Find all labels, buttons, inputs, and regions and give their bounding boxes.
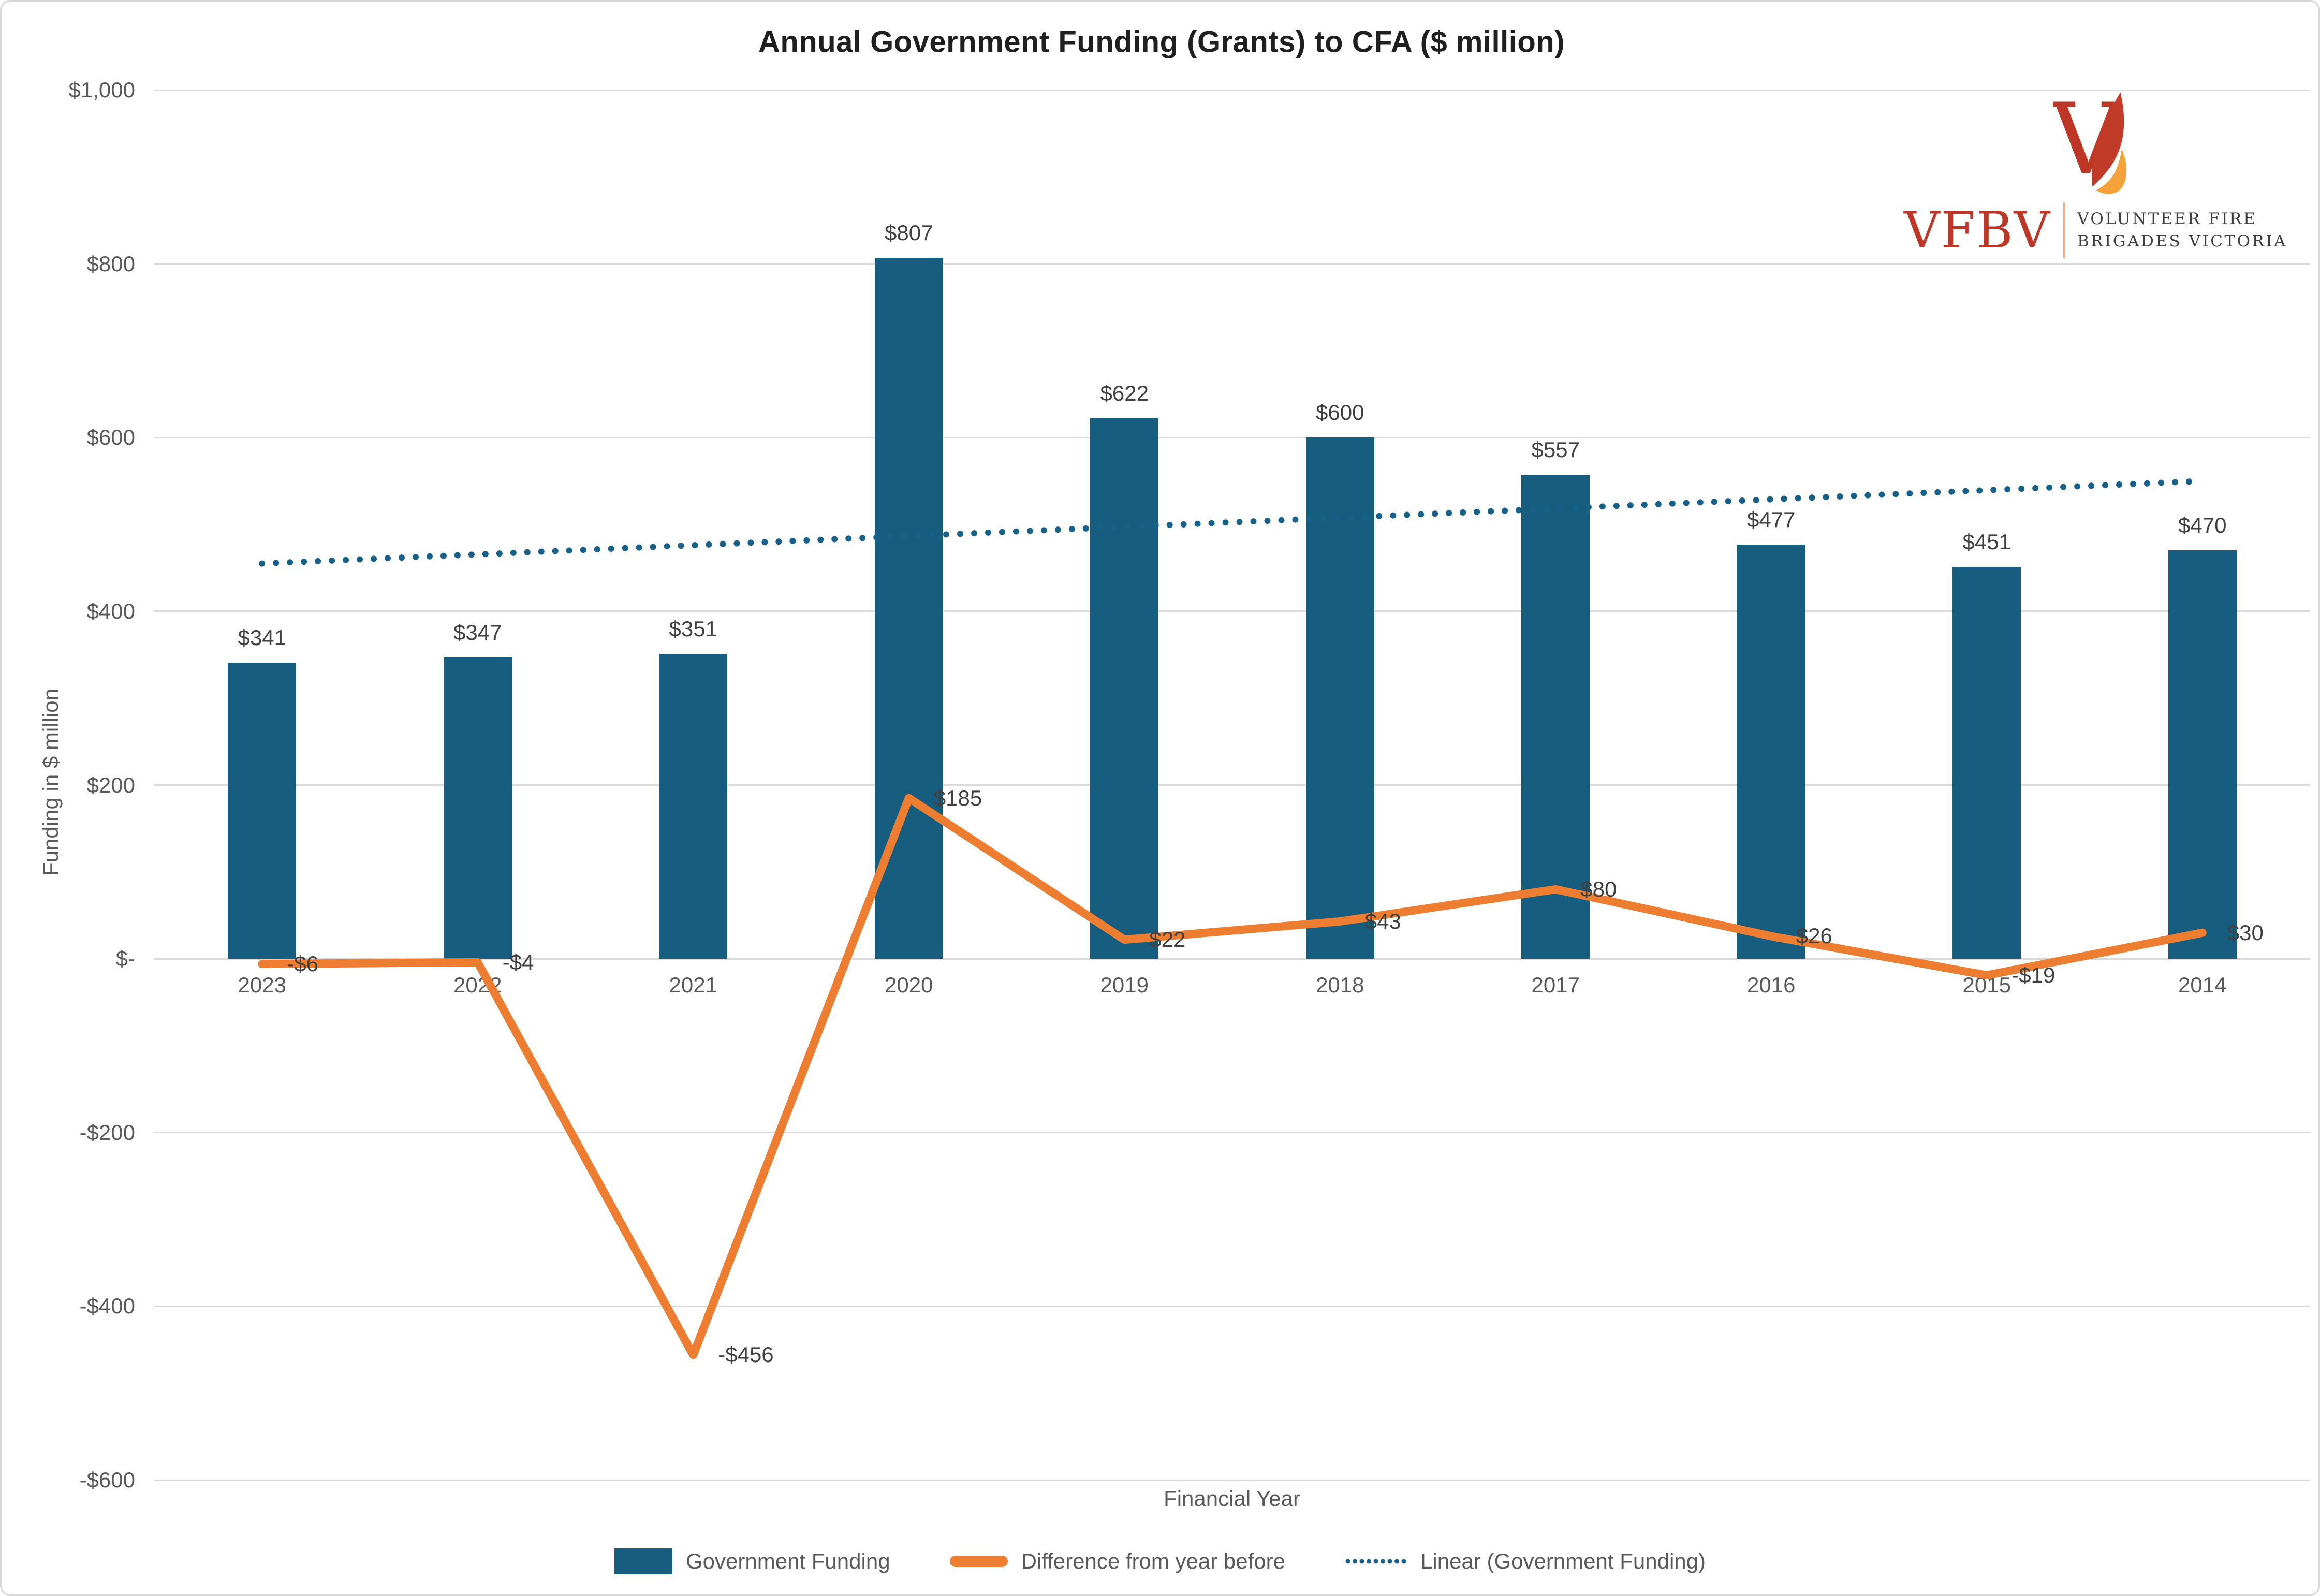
gridline-400 [154, 610, 2310, 612]
bar-value-label: $451 [1962, 530, 2011, 554]
logo-flame-dark-icon [2091, 92, 2124, 187]
y-tick-label: $800 [86, 251, 135, 276]
bar-value-label: $341 [238, 625, 286, 650]
legend-label: Linear (Government Funding) [1420, 1549, 1706, 1573]
legend-item: Government Funding [614, 1548, 890, 1574]
gridline-200 [154, 784, 2310, 786]
line-value-label: -$19 [2011, 963, 2055, 987]
legend-swatch-bar [614, 1548, 672, 1574]
legend: Government Funding Difference from year b… [2, 1548, 2318, 1574]
gridline-600 [154, 436, 2310, 438]
bar-value-label: $470 [2178, 513, 2227, 538]
vfbv-flame-v-icon: V [2053, 84, 2127, 197]
bar-2021 [659, 654, 728, 959]
line-value-label: $22 [1149, 927, 1186, 952]
difference-line [258, 794, 2207, 1359]
logo-tagline-line2: BRIGADES VICTORIA [2077, 232, 2287, 251]
gridline--400 [154, 1305, 2310, 1307]
logo-lockup: VFBV VOLUNTEER FIRE BRIGADES VICTORIA [1904, 202, 2287, 258]
y-axis-title: Funding in $ million [38, 689, 63, 876]
bar-2019 [1090, 418, 1159, 959]
bar-2017 [1521, 475, 1590, 959]
gridline-800 [154, 263, 2310, 265]
line-value-label: $30 [2227, 920, 2264, 945]
line-value-label: -$456 [718, 1342, 774, 1367]
legend-item: Linear (Government Funding) [1345, 1549, 1706, 1574]
y-tick-label: $400 [86, 598, 135, 623]
gridline-1000 [154, 89, 2310, 91]
x-tick-label: 2016 [1747, 973, 1796, 997]
bar-value-label: $351 [669, 617, 717, 641]
line-value-label: $185 [933, 785, 982, 810]
logo-divider [2063, 202, 2065, 258]
x-tick-label: 2015 [1962, 973, 2011, 997]
y-tick-label: -$200 [79, 1120, 135, 1145]
legend-label: Difference from year before [1021, 1549, 1286, 1573]
y-tick-label: -$400 [79, 1294, 135, 1319]
bar-value-label: $557 [1531, 437, 1580, 462]
chart-title: Annual Government Funding (Grants) to CF… [758, 25, 1565, 59]
x-tick-label: 2022 [453, 973, 502, 997]
logo-tagline-line1: VOLUNTEER FIRE [2077, 209, 2257, 228]
bar-2018 [1305, 437, 1374, 959]
gridline--200 [154, 1132, 2310, 1134]
gridline--600 [154, 1479, 2310, 1481]
logo-flame-orange-icon [2096, 149, 2127, 194]
legend-swatch-line [949, 1556, 1008, 1567]
bar-value-label: $622 [1100, 381, 1149, 406]
x-tick-label: 2017 [1531, 973, 1580, 997]
bar-2016 [1737, 544, 1805, 959]
line-value-label: $80 [1580, 876, 1617, 901]
trendline [259, 478, 2206, 567]
line-value-label: $43 [1364, 909, 1401, 933]
y-tick-label: $600 [86, 425, 135, 450]
line-value-label: -$6 [287, 951, 318, 976]
bar-2023 [228, 662, 297, 959]
bar-value-label: $347 [453, 620, 502, 645]
x-tick-label: 2019 [1100, 973, 1149, 997]
x-tick-label: 2023 [238, 973, 286, 997]
legend-swatch-dotted [1345, 1559, 1407, 1564]
bar-value-label: $807 [885, 220, 933, 245]
logo-acronym: VFBV [1904, 201, 2051, 259]
x-tick-label: 2021 [669, 973, 717, 997]
legend-label: Government Funding [686, 1549, 890, 1573]
y-tick-label: -$600 [79, 1468, 135, 1492]
bar-2015 [1952, 567, 2021, 959]
bar-value-label: $477 [1747, 507, 1796, 532]
x-tick-label: 2018 [1316, 973, 1364, 997]
line-value-label: $26 [1796, 924, 1832, 948]
legend-item: Difference from year before [949, 1549, 1286, 1574]
y-tick-label: $- [115, 946, 135, 971]
line-value-label: -$4 [502, 949, 534, 974]
x-tick-label: 2020 [885, 973, 933, 997]
bar-value-label: $600 [1316, 400, 1364, 425]
x-tick-label: 2014 [2178, 973, 2227, 997]
bar-2022 [443, 657, 512, 959]
y-tick-label: $1,000 [68, 78, 135, 102]
y-tick-label: $200 [86, 772, 135, 797]
x-axis-title: Financial Year [1164, 1486, 1300, 1511]
logo-tagline: VOLUNTEER FIRE BRIGADES VICTORIA [2077, 208, 2287, 253]
bar-2014 [2168, 550, 2237, 959]
vfbv-logo: V VFBV VOLUNTEER FIRE BRIGADES VICTORIA [1904, 84, 2287, 258]
bar-2020 [874, 257, 943, 959]
